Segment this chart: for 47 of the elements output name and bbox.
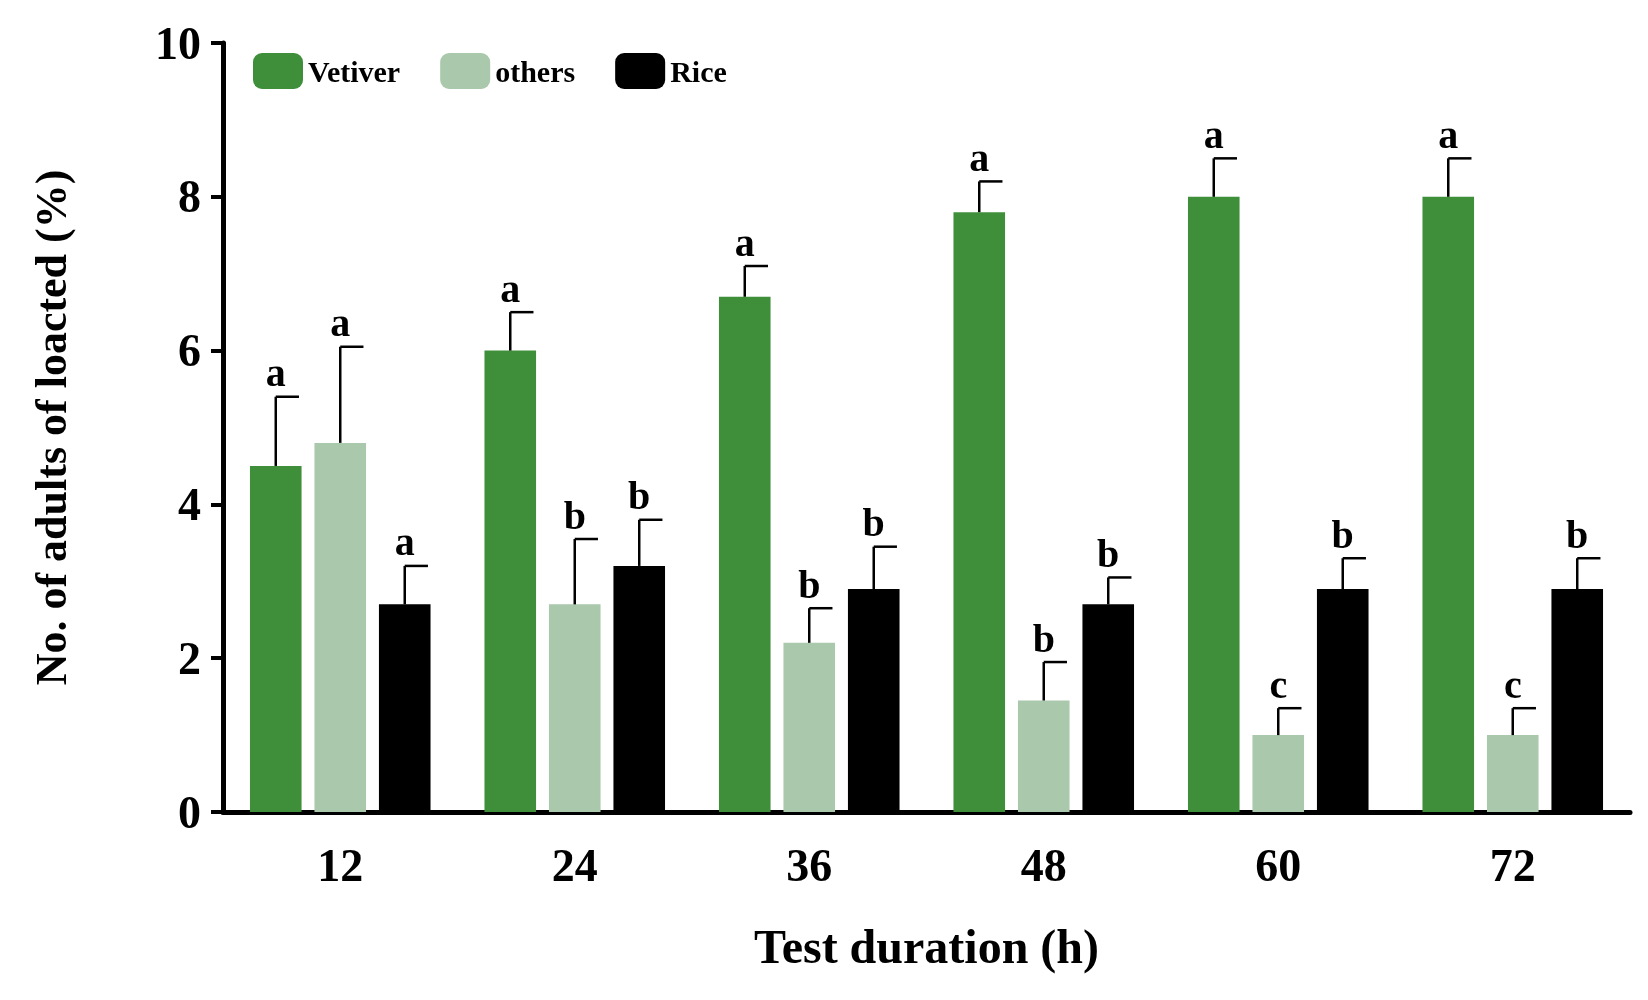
bar [1486,735,1539,812]
data-label: b [798,561,821,607]
data-label: a [394,519,415,565]
y-tick-label: 4 [178,478,201,530]
x-tick-label: 36 [786,839,833,891]
data-label: a [265,350,286,396]
bar [314,442,367,812]
bar [1252,735,1305,812]
legend-label: Rice [670,54,727,88]
data-label: a [500,265,521,311]
data-label: b [563,492,586,538]
y-axis-title: No. of adults of loacted (%) [26,169,76,686]
data-label: a [1203,111,1224,157]
data-label: b [1032,615,1055,661]
data-label: b [862,500,885,546]
bar [783,642,836,812]
bar [484,350,537,812]
data-label: b [628,473,651,519]
y-tick-label: 6 [178,325,201,377]
y-tick-label: 10 [155,17,201,69]
bar [718,296,771,812]
data-label: a [969,134,990,180]
y-tick-label: 0 [178,786,201,838]
x-tick-label: 72 [1489,839,1536,891]
bar [249,465,302,812]
bar [548,604,601,812]
legend-label: Vetiver [308,54,401,88]
data-label: c [1269,661,1288,707]
data-label: b [1331,511,1354,557]
data-label: c [1503,661,1522,707]
bar [1017,700,1070,812]
data-label: b [1566,511,1589,557]
data-label: a [330,300,351,346]
x-axis-title: Test duration (h) [754,919,1099,974]
data-label: a [734,219,755,265]
data-label: b [1097,530,1120,576]
y-tick-label: 8 [178,171,201,223]
x-tick-label: 24 [551,839,598,891]
x-tick-label: 60 [1255,839,1302,891]
x-tick-label: 48 [1020,839,1067,891]
bar [1187,196,1240,812]
data-label: a [1438,111,1459,157]
y-tick-label: 2 [178,632,201,684]
bar [953,212,1006,812]
bar [1422,196,1475,812]
legend-label: others [495,54,576,88]
x-tick-label: 12 [317,839,364,891]
